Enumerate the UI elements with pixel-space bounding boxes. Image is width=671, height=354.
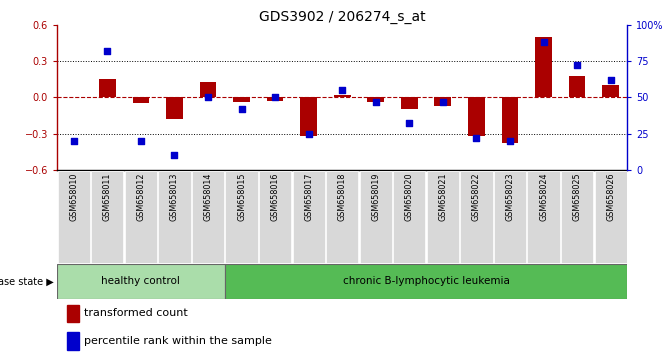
Text: GSM658016: GSM658016	[270, 173, 280, 221]
Bar	[99, 79, 116, 97]
Bar	[267, 97, 283, 101]
Text: percentile rank within the sample: percentile rank within the sample	[84, 336, 272, 346]
Text: GSM658021: GSM658021	[438, 173, 448, 221]
Bar	[67, 332, 79, 350]
Text: GSM658023: GSM658023	[505, 173, 515, 221]
FancyBboxPatch shape	[460, 171, 493, 263]
Text: GSM658025: GSM658025	[572, 173, 582, 221]
Bar	[502, 97, 519, 143]
Bar	[603, 85, 619, 97]
FancyBboxPatch shape	[57, 264, 225, 299]
Bar	[301, 97, 317, 136]
Title: GDS3902 / 206274_s_at: GDS3902 / 206274_s_at	[259, 10, 425, 24]
Bar	[67, 304, 79, 322]
FancyBboxPatch shape	[225, 171, 258, 263]
Point	[572, 63, 582, 68]
FancyBboxPatch shape	[158, 171, 191, 263]
Text: GSM658011: GSM658011	[103, 173, 112, 221]
Point	[236, 106, 247, 112]
Point	[337, 87, 348, 93]
Point	[471, 135, 482, 141]
Text: healthy control: healthy control	[101, 276, 180, 286]
FancyBboxPatch shape	[561, 171, 593, 263]
Point	[505, 138, 515, 144]
FancyBboxPatch shape	[125, 171, 157, 263]
Text: disease state ▶: disease state ▶	[0, 276, 54, 286]
Text: GSM658020: GSM658020	[405, 173, 414, 221]
Point	[538, 39, 549, 45]
FancyBboxPatch shape	[192, 171, 224, 263]
FancyBboxPatch shape	[293, 171, 325, 263]
Point	[68, 138, 79, 144]
Point	[605, 77, 616, 83]
Text: GSM658015: GSM658015	[237, 173, 246, 221]
Text: GSM658026: GSM658026	[606, 173, 615, 221]
Bar	[166, 97, 183, 119]
Point	[102, 48, 113, 54]
Point	[370, 99, 381, 104]
Bar	[401, 97, 417, 109]
Text: GSM658022: GSM658022	[472, 173, 481, 221]
Text: GSM658010: GSM658010	[69, 173, 79, 221]
Bar	[234, 97, 250, 102]
Bar	[435, 97, 451, 106]
Bar	[468, 97, 484, 136]
Bar	[368, 97, 384, 102]
Point	[303, 131, 314, 137]
Text: GSM658012: GSM658012	[136, 173, 146, 221]
Point	[203, 95, 213, 100]
Text: GSM658024: GSM658024	[539, 173, 548, 221]
Point	[404, 121, 415, 126]
Point	[169, 153, 180, 158]
FancyBboxPatch shape	[326, 171, 358, 263]
FancyBboxPatch shape	[360, 171, 392, 263]
Text: transformed count: transformed count	[84, 308, 188, 318]
Text: GSM658018: GSM658018	[338, 173, 347, 221]
FancyBboxPatch shape	[225, 264, 627, 299]
FancyBboxPatch shape	[91, 171, 123, 263]
Bar	[535, 37, 552, 97]
FancyBboxPatch shape	[527, 171, 560, 263]
FancyBboxPatch shape	[595, 171, 627, 263]
FancyBboxPatch shape	[58, 171, 90, 263]
Bar	[200, 82, 216, 97]
Bar	[569, 76, 586, 97]
Text: GSM658013: GSM658013	[170, 173, 179, 221]
Text: GSM658019: GSM658019	[371, 173, 380, 221]
Text: chronic B-lymphocytic leukemia: chronic B-lymphocytic leukemia	[343, 276, 509, 286]
Point	[136, 138, 146, 144]
Point	[437, 99, 448, 104]
FancyBboxPatch shape	[393, 171, 425, 263]
Text: GSM658014: GSM658014	[203, 173, 213, 221]
Text: GSM658017: GSM658017	[304, 173, 313, 221]
FancyBboxPatch shape	[259, 171, 291, 263]
Point	[270, 95, 280, 100]
Bar	[334, 95, 351, 97]
FancyBboxPatch shape	[427, 171, 459, 263]
Bar	[133, 97, 150, 103]
FancyBboxPatch shape	[494, 171, 526, 263]
